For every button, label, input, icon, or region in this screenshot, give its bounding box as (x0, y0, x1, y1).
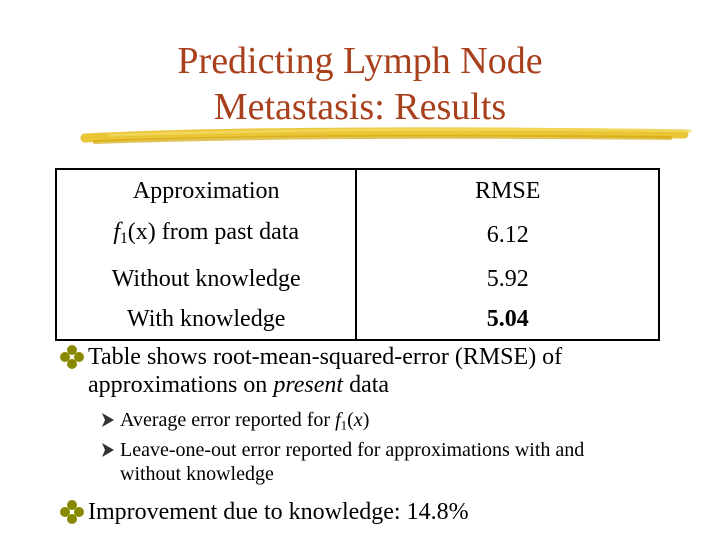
row-value-highlight: 5.04 (486, 305, 529, 332)
row-label: f1(x) from past data (56, 212, 358, 259)
diamond-bullet-icon (60, 345, 84, 369)
title-line-2: Metastasis: Results (213, 86, 507, 128)
row-value: 6.12 (486, 222, 529, 249)
arrow-bullet-icon (102, 413, 114, 427)
title-underline-stroke (80, 127, 692, 144)
arrow-bullet-icon (102, 443, 114, 457)
table-row: With knowledge 5.04 (56, 298, 659, 340)
row-value: 5.92 (486, 265, 529, 292)
row-label: With knowledge (56, 298, 358, 340)
header-approximation: Approximation (56, 169, 358, 212)
slide-title: Predicting Lymph Node Metastasis: Result… (0, 38, 720, 130)
results-table: Approximation RMSE f1(x) from past data … (55, 168, 660, 341)
table-header-row: Approximation RMSE (56, 169, 659, 212)
row-label: Without knowledge (56, 258, 358, 299)
title-line-1: Predicting Lymph Node (177, 40, 543, 82)
bullet-text: Table shows root-mean-squared-error (RMS… (88, 344, 563, 398)
table-row: f1(x) from past data 6.12 (56, 212, 659, 259)
diamond-bullet-icon (60, 500, 84, 524)
sub-bullet-text: Leave-one-out error reported for approxi… (120, 439, 585, 485)
table-row: Without knowledge 5.92 (56, 258, 659, 299)
header-rmse: RMSE (475, 178, 541, 204)
sub-bullet-text: Average error reported for f1(x) (120, 409, 370, 433)
bullet-text: Improvement due to knowledge: 14.8% (88, 499, 469, 525)
